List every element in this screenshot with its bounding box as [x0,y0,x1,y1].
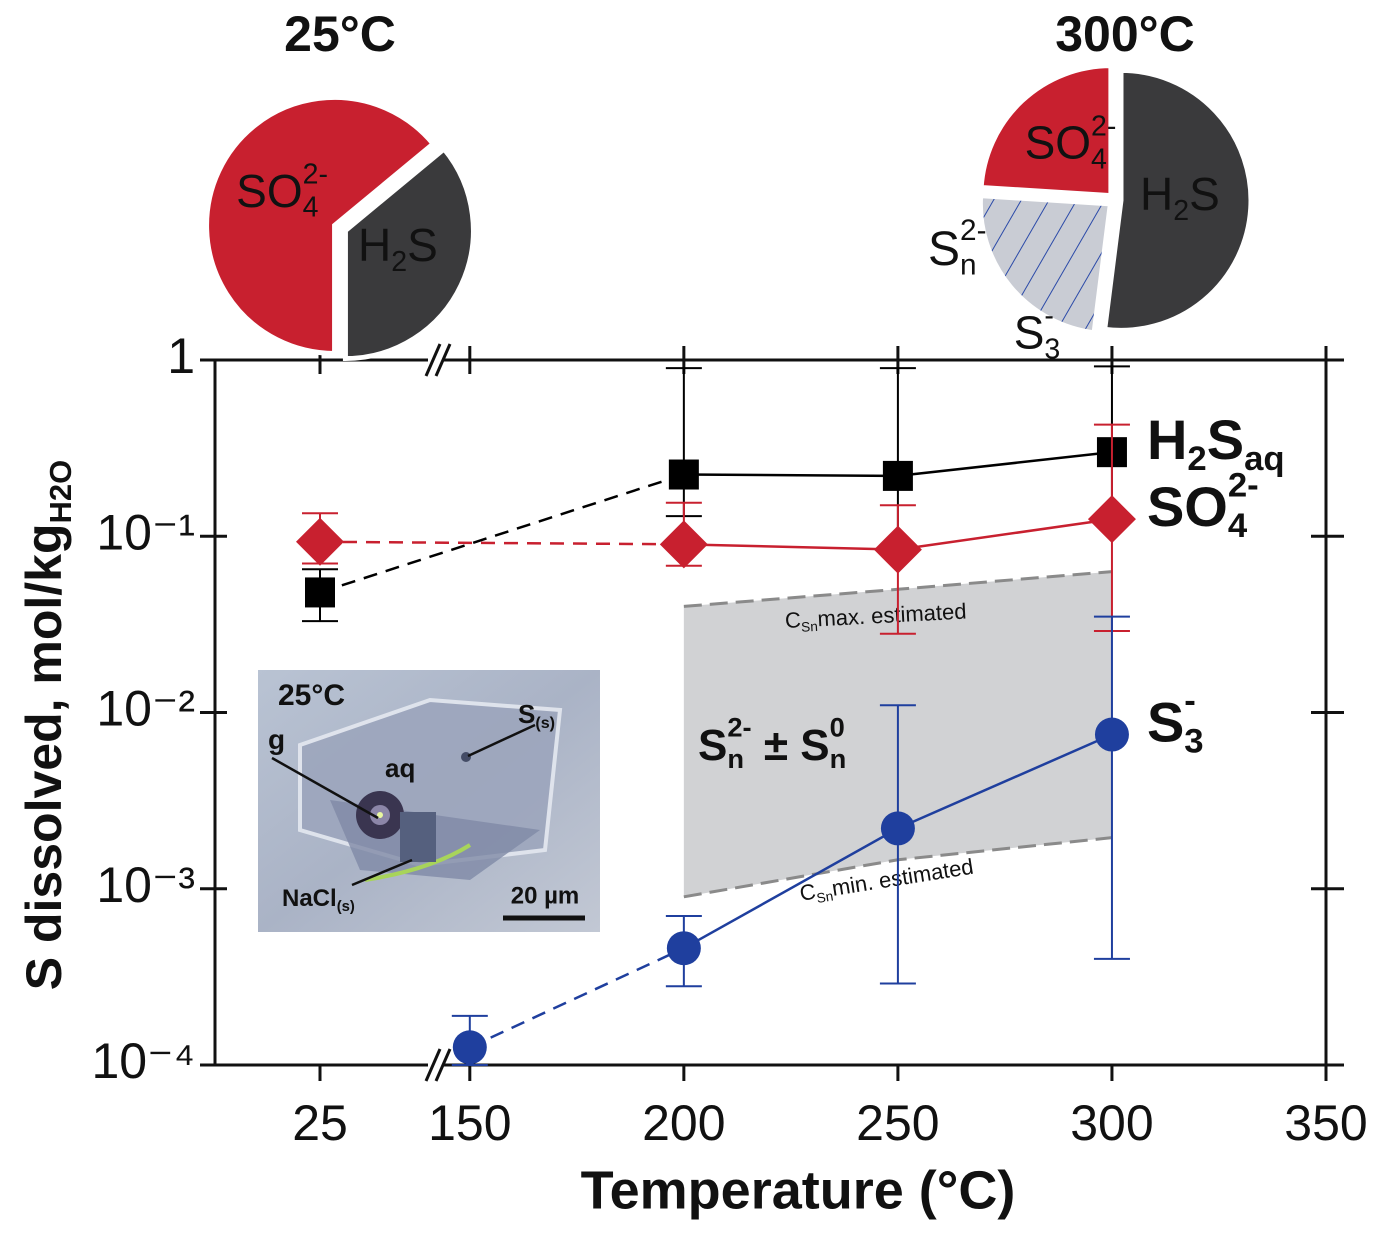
text-part: SO [1147,475,1228,538]
y-tick-label: 10⁻⁴ [92,1033,196,1089]
text-part: 2 [391,246,407,278]
text-part: S [518,699,535,729]
series-line [898,452,1112,476]
y-axis-title: S dissolved, mol/kgH2O [16,460,78,991]
text-part: 3 [1044,333,1060,365]
text-part: 3 [1184,722,1203,760]
text-part: - [1044,300,1054,332]
text-part: g [268,724,285,755]
marker [669,460,699,490]
y-tick-label: 10⁻² [96,681,195,737]
text-part: 0 [830,712,845,743]
marker [874,526,922,574]
text-part: H [358,219,391,271]
text-part: 4 [1091,143,1107,175]
x-tick-label: 150 [428,1095,511,1151]
text-part: (s) [337,899,355,915]
text-part: - [1184,682,1196,720]
series-line [684,544,898,549]
text-part: C [784,607,801,633]
text-part: ± S [752,721,830,770]
text-part: 4 [1228,507,1248,545]
text-part: NaCl [282,885,337,912]
text-part: S [928,223,960,276]
series-line [684,475,898,476]
marker [1095,718,1129,752]
text-part: 2- [1091,110,1116,142]
series-line [470,948,684,1047]
text-part: H [1147,408,1187,471]
marker [1088,495,1136,543]
x-tick-label: 250 [856,1095,939,1151]
text-part: 2- [1228,467,1259,505]
text-part: S [1147,690,1184,753]
x-tick-label: 300 [1070,1095,1153,1151]
text-part: S [1014,307,1045,359]
scale-label: 20 µm [511,882,580,909]
series-label: S3- [1147,682,1204,760]
text-part: 2- [727,712,751,743]
marker [296,518,344,566]
marker [881,811,915,845]
x-tick-label: 350 [1284,1095,1367,1151]
pie-title: 300°C [1055,6,1195,62]
text-part: H [1140,168,1173,220]
series-line [898,519,1112,549]
text-part: n [830,743,847,774]
series-line [320,475,684,593]
text-part: SO [236,165,302,217]
text-part: (s) [535,714,555,732]
series-line [320,542,684,545]
x-tick-label: 200 [642,1095,725,1151]
series-label: H2Saq [1147,408,1285,478]
text-part: 2 [1173,194,1189,226]
inset-title: 25°C [278,679,345,712]
marker [883,461,913,491]
inset-label: aq [385,753,415,783]
marker [453,1030,487,1064]
pie-label: SO42- [236,158,328,223]
marker [667,931,701,965]
pie-sublabel: S3- [1014,300,1061,365]
text-part: S [1207,408,1244,471]
y-tick-label: 10⁻³ [96,857,195,913]
y-tick-label: 1 [167,328,195,384]
text-part: aq [385,753,415,783]
text-part: S dissolved, mol/kg [16,523,72,990]
y-tick-label: 10⁻¹ [96,504,195,560]
figure: CSnmax. estimatedCSnmin. estimatedSn2- ±… [0,0,1388,1237]
marker [305,577,335,607]
x-axis-title: Temperature (°C) [581,1160,1016,1220]
pie-title: 25°C [284,6,396,62]
text-part: Sn [801,619,818,635]
band-label: Sn2- ± Sn0 [698,712,846,775]
text-part: 4 [303,191,319,223]
text-part: n [960,248,977,281]
inset-label: g [268,724,285,755]
text-part: 2- [303,158,328,190]
pie-label: SO42- [1025,110,1117,175]
pie-label: Sn2- [928,214,986,282]
text-part: 2 [1187,440,1206,478]
marker [660,520,708,568]
text-part: SO [1025,117,1091,169]
text-part: n [727,743,744,774]
text-part: H2O [43,460,78,524]
series-label: SO42- [1147,467,1259,545]
text-part: S [698,721,727,770]
text-part: S [407,219,438,271]
text-part: S [1189,168,1220,220]
x-tick-label: 25 [292,1095,348,1151]
text-part: 2- [960,214,986,247]
